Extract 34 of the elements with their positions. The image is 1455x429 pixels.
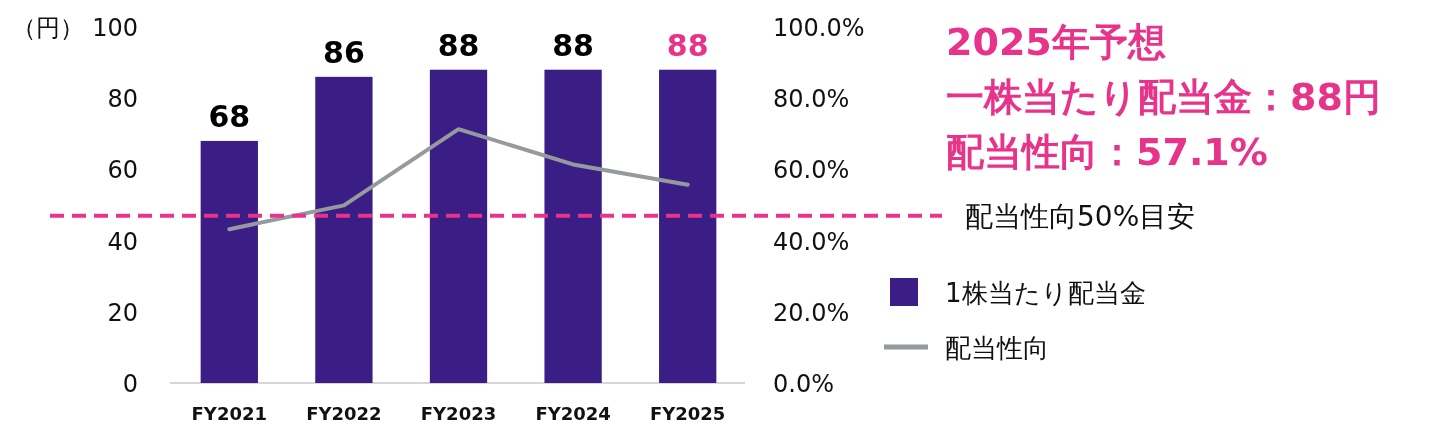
text: 配当性向：57.1% <box>946 130 1268 174</box>
x-tick-label: FY2021 <box>191 403 268 424</box>
y2-tick-label: 80.0% <box>773 85 850 114</box>
y-tick-label: 60 <box>107 156 138 185</box>
data-label: 68 <box>208 98 251 134</box>
y2-tick-label: 20.0% <box>773 298 850 327</box>
bar <box>429 69 488 383</box>
bar <box>315 76 373 383</box>
y-tick-label: 100 <box>92 14 138 42</box>
y-tick-label: 20 <box>107 298 138 327</box>
data-label: 88 <box>552 27 594 63</box>
legend-label: 配当性向 <box>945 333 1049 363</box>
bar <box>200 140 258 383</box>
text: 一株当たり配当金：88円 <box>946 75 1381 119</box>
data-label: 88 <box>437 27 480 63</box>
y-tick-label: 40 <box>107 227 138 256</box>
text: 2025年予想 <box>946 20 1166 64</box>
x-tick-label: FY2022 <box>306 403 382 424</box>
x-tick-label: FY2023 <box>420 403 497 424</box>
y-axis-title: （円） <box>12 14 84 42</box>
bar <box>544 69 602 383</box>
y-tick-label: 80 <box>107 85 138 114</box>
data-label: 86 <box>323 34 365 70</box>
y2-tick-label: 60.0% <box>773 156 850 185</box>
y2-tick-label: 100.0% <box>773 14 865 42</box>
x-tick-label: FY2025 <box>649 403 726 424</box>
ref-line-label: 配当性向50%目安 <box>965 199 1196 233</box>
data-label: 88 <box>666 27 709 63</box>
bar <box>659 69 717 383</box>
y2-tick-label: 40.0% <box>773 227 850 256</box>
y-tick-label: 0 <box>122 370 138 398</box>
legend-label: 1株当たり配当金 <box>945 278 1146 308</box>
y2-tick-label: 0.0% <box>773 370 834 398</box>
x-tick-label: FY2024 <box>535 403 611 424</box>
